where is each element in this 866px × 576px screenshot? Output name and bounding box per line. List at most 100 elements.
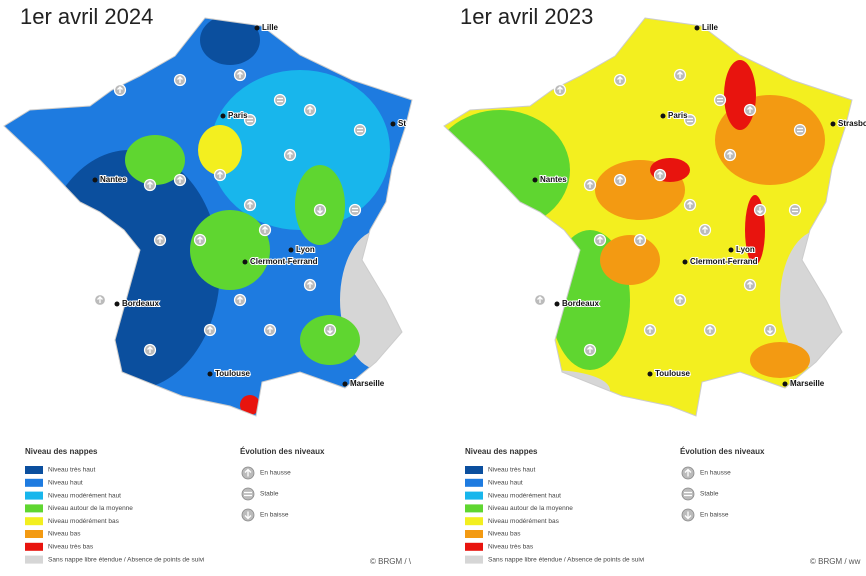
legend-swatch <box>465 542 483 551</box>
evolution-icon <box>173 173 187 187</box>
evolution-icon <box>213 168 227 182</box>
legend-swatch <box>25 504 43 513</box>
icon-glyph <box>767 327 773 334</box>
region <box>750 342 810 378</box>
icon-glyph <box>352 207 358 213</box>
evolution-icon <box>303 103 317 117</box>
evolution-icon <box>673 293 687 307</box>
city-dot <box>554 301 560 307</box>
icon-glyph <box>637 236 643 243</box>
evolution-icon <box>683 113 697 127</box>
icon-circle <box>793 123 807 137</box>
icon-glyph <box>237 296 243 303</box>
legend-swatch <box>465 530 483 538</box>
city-label: Toulouse <box>655 369 691 378</box>
legend-swatch <box>25 466 43 474</box>
region <box>444 110 570 230</box>
evolution-label: Stable <box>260 491 279 498</box>
map-title: 1er avril 2024 <box>20 4 153 29</box>
icon-glyph <box>244 491 252 497</box>
city-label: Lille <box>262 23 279 32</box>
city-label: Clermont-Ferrand <box>250 257 318 266</box>
city-dot <box>254 25 260 31</box>
evolution-icon <box>593 233 607 247</box>
icon-glyph <box>267 326 273 333</box>
icon-glyph <box>237 71 243 78</box>
city-label: St <box>398 119 406 128</box>
legend-label: Niveau bas <box>488 531 521 538</box>
city-label: Paris <box>228 111 248 120</box>
city-dot <box>390 121 396 127</box>
icon-circle <box>713 93 727 107</box>
region <box>200 18 260 65</box>
icon-glyph <box>702 226 708 233</box>
city-dot <box>220 113 226 119</box>
evolution-icon <box>283 148 297 162</box>
evolution-icon <box>258 223 272 237</box>
evolution-icon <box>143 343 157 357</box>
legend-label: Niveau modérément haut <box>48 492 121 499</box>
legend-label: Niveau autour de la moyenne <box>488 505 573 512</box>
icon-circle <box>348 203 362 217</box>
icon-circle <box>273 93 287 107</box>
legend-label: Niveau autour de la moyenne <box>48 505 133 512</box>
icon-circle <box>683 113 697 127</box>
evolution-icon <box>553 83 567 97</box>
icon-glyph <box>797 127 803 133</box>
city-label: Clermont-Ferrand <box>690 257 758 266</box>
icon-glyph <box>317 207 323 214</box>
evolution-icon <box>243 113 257 127</box>
region <box>210 70 390 230</box>
icon-glyph <box>617 176 623 183</box>
map-panel: 1er avril 2024 Lille Paris St Nantes Clermont… <box>3 4 413 566</box>
icon-glyph <box>684 468 692 477</box>
evolution-icon <box>583 178 597 192</box>
city-label: Lille <box>702 23 719 32</box>
evolution-icon <box>698 223 712 237</box>
city-dot <box>207 371 213 377</box>
evolution-label: Stable <box>700 491 719 498</box>
icon-glyph <box>262 226 268 233</box>
region <box>600 235 660 285</box>
legend-swatch <box>465 478 483 487</box>
city-label: Marseille <box>790 379 825 388</box>
city-dot <box>728 247 734 253</box>
icon-glyph <box>687 201 693 208</box>
legend-swatch <box>465 517 483 526</box>
legend-label: Niveau modérément bas <box>488 518 560 525</box>
evolution-icon <box>633 233 647 247</box>
icon-glyph <box>244 468 252 477</box>
icon-glyph <box>677 296 683 303</box>
region <box>300 315 360 365</box>
legend-swatch <box>25 555 43 564</box>
icon-glyph <box>617 76 623 83</box>
city-dot <box>114 301 120 307</box>
city-label: Nantes <box>540 175 567 184</box>
icon-glyph <box>684 491 692 497</box>
legend-label: Niveau bas <box>48 531 81 538</box>
icon-glyph <box>177 176 183 183</box>
city-dot <box>342 381 348 387</box>
icon-glyph <box>247 117 253 123</box>
evolution-title: Évolution des niveaux <box>240 447 325 456</box>
icon-glyph <box>597 236 603 243</box>
evolution-icon <box>723 148 737 162</box>
icon-glyph <box>757 207 763 214</box>
legend-label: Niveau très haut <box>488 467 536 474</box>
evolution-icon <box>153 233 167 247</box>
evolution-icon <box>703 323 717 337</box>
evolution-icon <box>348 203 362 217</box>
evolution-icon <box>323 323 337 337</box>
legend-label: Niveau modérément haut <box>488 492 561 499</box>
icon-glyph <box>792 207 798 213</box>
evolution-icon <box>93 293 107 307</box>
city-dot <box>532 177 538 183</box>
evolution-icon <box>533 293 547 307</box>
evolution-icon <box>193 233 207 247</box>
city-label: Lyon <box>296 245 315 254</box>
evolution-icon <box>303 278 317 292</box>
city-label: Nantes <box>100 175 127 184</box>
icon-glyph <box>647 326 653 333</box>
evolution-label: En baisse <box>260 512 289 519</box>
